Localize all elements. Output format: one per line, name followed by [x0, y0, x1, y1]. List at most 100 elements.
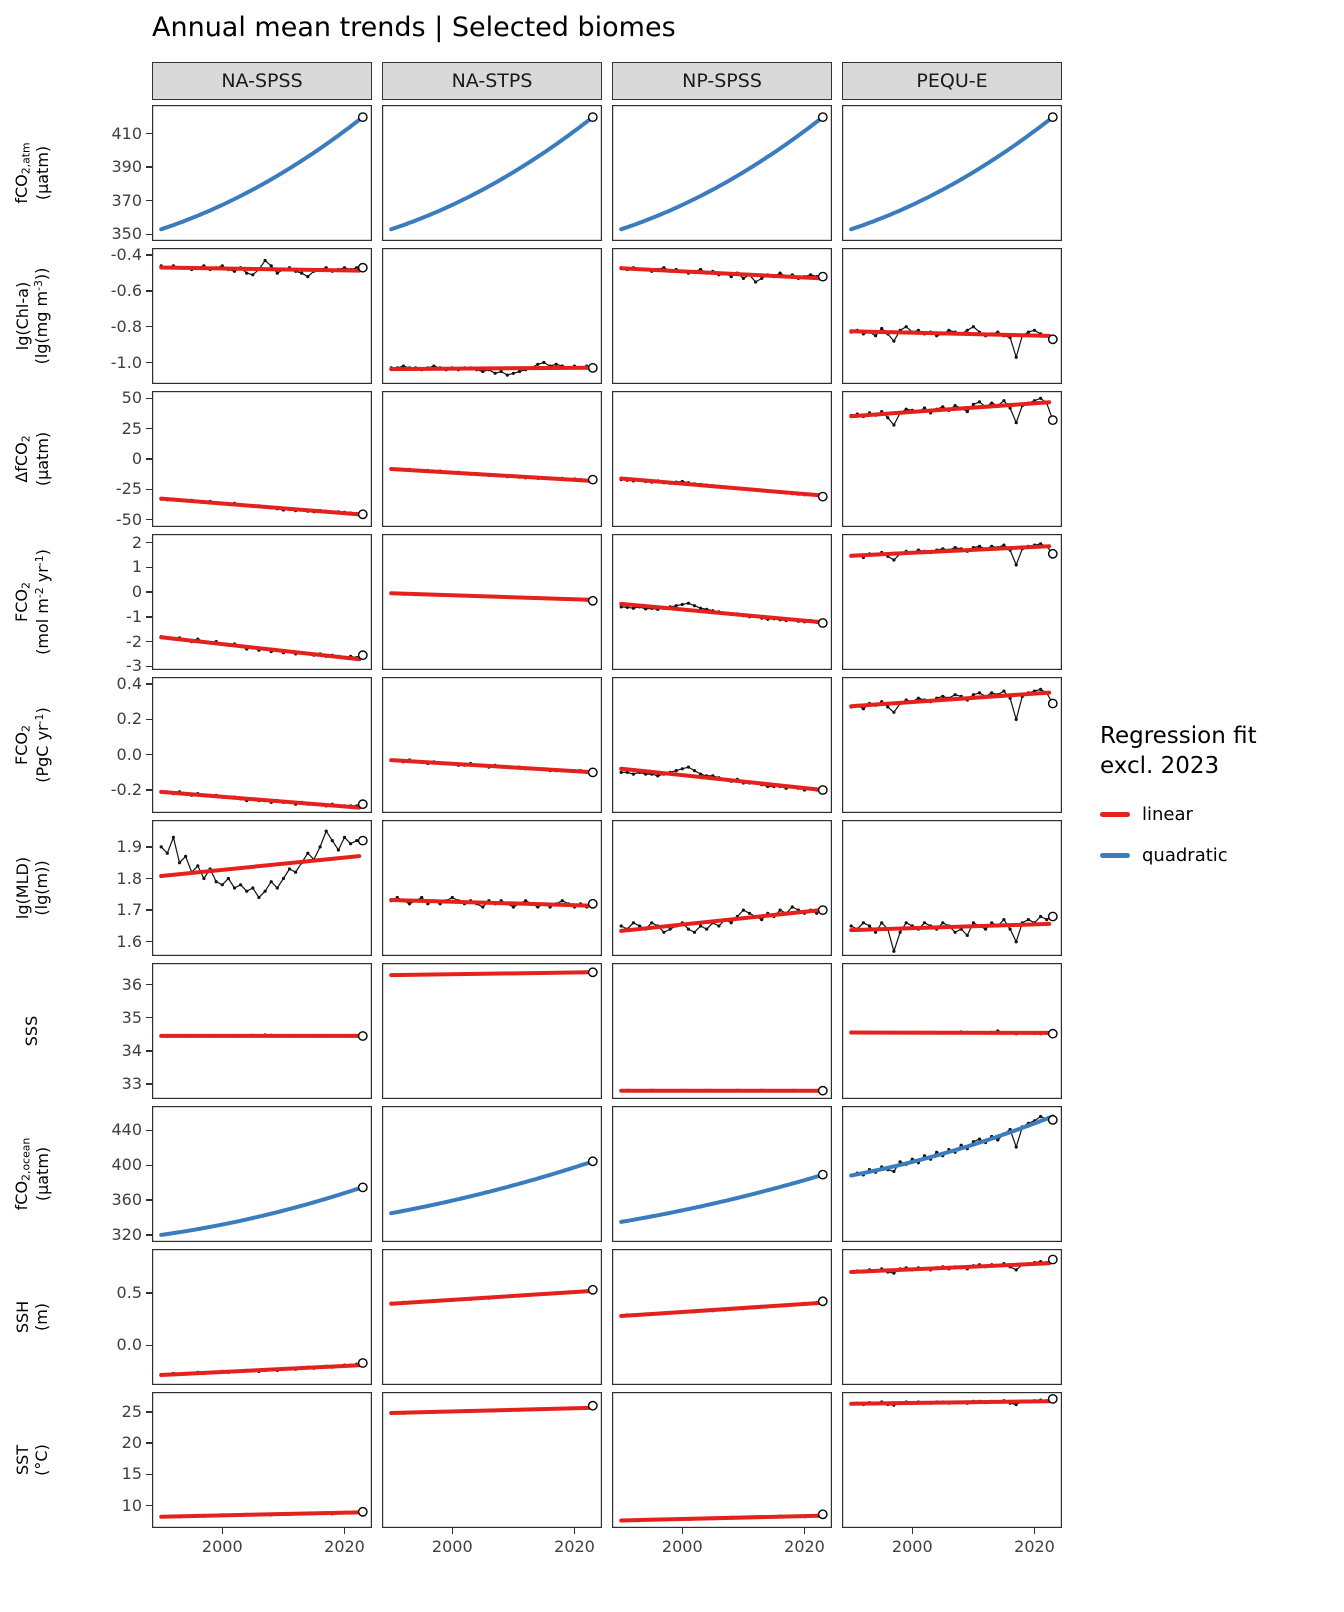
data-point	[705, 927, 709, 931]
y-tick-mark	[146, 541, 152, 544]
trend-line-linear	[619, 908, 822, 933]
data-point	[971, 325, 975, 329]
y-tick-mark	[146, 846, 152, 848]
x-tick-mark	[681, 1528, 683, 1534]
panel-fco2_ocean-NP-SPSS	[612, 1106, 832, 1242]
data-point	[1008, 406, 1012, 410]
trend-line-linear	[619, 476, 822, 498]
data-point	[1008, 927, 1012, 931]
y-tick-label: 410	[111, 123, 142, 143]
data-point	[171, 835, 175, 839]
data-point	[892, 423, 896, 427]
panel-mld-NA-SPSS	[152, 820, 372, 956]
data-point	[778, 908, 782, 912]
panel-sst-NA-SPSS	[152, 1392, 372, 1528]
excluded-year-marker	[1047, 415, 1058, 426]
x-tick-mark	[343, 1528, 346, 1534]
data-point	[306, 275, 310, 279]
data-point	[984, 927, 988, 931]
x-tick-mark	[1033, 1528, 1036, 1534]
trend-line-linear	[849, 1399, 1052, 1406]
data-point	[1014, 717, 1018, 721]
x-tick-mark	[573, 1528, 576, 1534]
row-label-text-fco2_atm: fCO2,atm (μatm)	[12, 142, 52, 204]
data-point	[717, 924, 721, 928]
y-tick-mark	[146, 640, 152, 643]
y-tick-mark	[146, 909, 152, 911]
trend-line-linear	[389, 970, 592, 978]
data-point	[941, 405, 945, 409]
trend-line-linear	[619, 601, 822, 624]
data-point	[269, 264, 273, 268]
y-tick-mark	[146, 132, 152, 135]
excluded-year-marker	[1047, 334, 1058, 345]
panel-ssh-NP-SPSS	[612, 1249, 832, 1385]
data-point	[196, 864, 200, 868]
data-point	[1039, 914, 1043, 919]
data-point	[269, 880, 273, 884]
data-point	[214, 880, 218, 884]
data-point	[1026, 918, 1030, 922]
data-point	[668, 927, 672, 931]
data-point	[953, 930, 957, 934]
data-point	[493, 371, 497, 375]
data-point	[619, 605, 623, 609]
excluded-year-marker	[817, 491, 828, 502]
data-point	[886, 416, 890, 420]
excluded-year-marker	[587, 1400, 598, 1411]
data-point	[867, 924, 872, 928]
excluded-year-marker	[357, 262, 368, 273]
row-label-text-dfco2: ΔfCO2 (μatm)	[12, 431, 52, 487]
excluded-year-marker	[357, 1506, 368, 1517]
excluded-year-marker	[817, 1509, 828, 1520]
row-label-fco2_ocean: fCO2,ocean (μatm)	[6, 1106, 58, 1242]
data-point	[861, 921, 865, 925]
x-tick-label: 2020	[554, 1537, 595, 1556]
row-label-dfco2: ΔfCO2 (μatm)	[6, 391, 58, 527]
trend-line-quadratic	[389, 1159, 595, 1216]
panel-fco2_flux_molar-PEQU-E	[842, 534, 1062, 670]
data-point	[880, 326, 884, 331]
y-tick-label: -0.2	[110, 780, 142, 800]
row-label-text-chla: lg(Chl-a) (lg(mg m-3))	[12, 267, 51, 365]
data-line	[620, 906, 824, 934]
excluded-year-marker	[1047, 1114, 1058, 1125]
trend-line-linear	[159, 635, 362, 662]
panel-mld-NP-SPSS	[612, 820, 832, 956]
trend-line-linear	[849, 329, 1052, 338]
excluded-year-marker	[357, 1358, 368, 1368]
excluded-year-marker	[817, 785, 828, 795]
x-tick-label: 2000	[661, 1537, 703, 1556]
y-tick-mark	[146, 591, 152, 593]
data-point	[536, 362, 540, 366]
panel-fco2_flux_pgc-NA-STPS	[382, 677, 602, 813]
quadratic-line-swatch-icon	[1100, 852, 1130, 858]
data-point	[977, 400, 982, 404]
y-tick-label: 25	[121, 1401, 142, 1421]
data-point	[747, 911, 752, 915]
data-point	[699, 924, 703, 928]
panel-mld-NA-STPS	[382, 820, 602, 956]
legend-title: Regression fit excl. 2023	[1100, 722, 1336, 782]
y-tick-label: 0.0	[116, 1335, 142, 1355]
y-tick-label: 1	[131, 557, 142, 577]
excluded-year-marker	[357, 835, 368, 846]
y-tick-mark	[146, 397, 152, 399]
x-tick-label: 2020	[784, 1537, 825, 1556]
data-point	[971, 921, 975, 925]
trend-line-linear	[159, 496, 362, 517]
data-point	[680, 767, 684, 771]
data-point	[935, 1150, 939, 1154]
data-point	[159, 845, 163, 849]
trend-line-linear	[389, 467, 592, 483]
data-point	[524, 899, 528, 903]
data-point	[177, 861, 182, 865]
excluded-year-marker	[1047, 1254, 1058, 1265]
panel-mld-PEQU-E	[842, 820, 1062, 956]
legend-item-quadratic: quadratic	[1100, 845, 1336, 866]
y-tick-mark	[146, 616, 152, 618]
data-point	[880, 921, 884, 925]
data-point	[239, 883, 243, 887]
y-tick-label: 390	[111, 157, 142, 177]
trend-line-linear	[849, 400, 1052, 419]
